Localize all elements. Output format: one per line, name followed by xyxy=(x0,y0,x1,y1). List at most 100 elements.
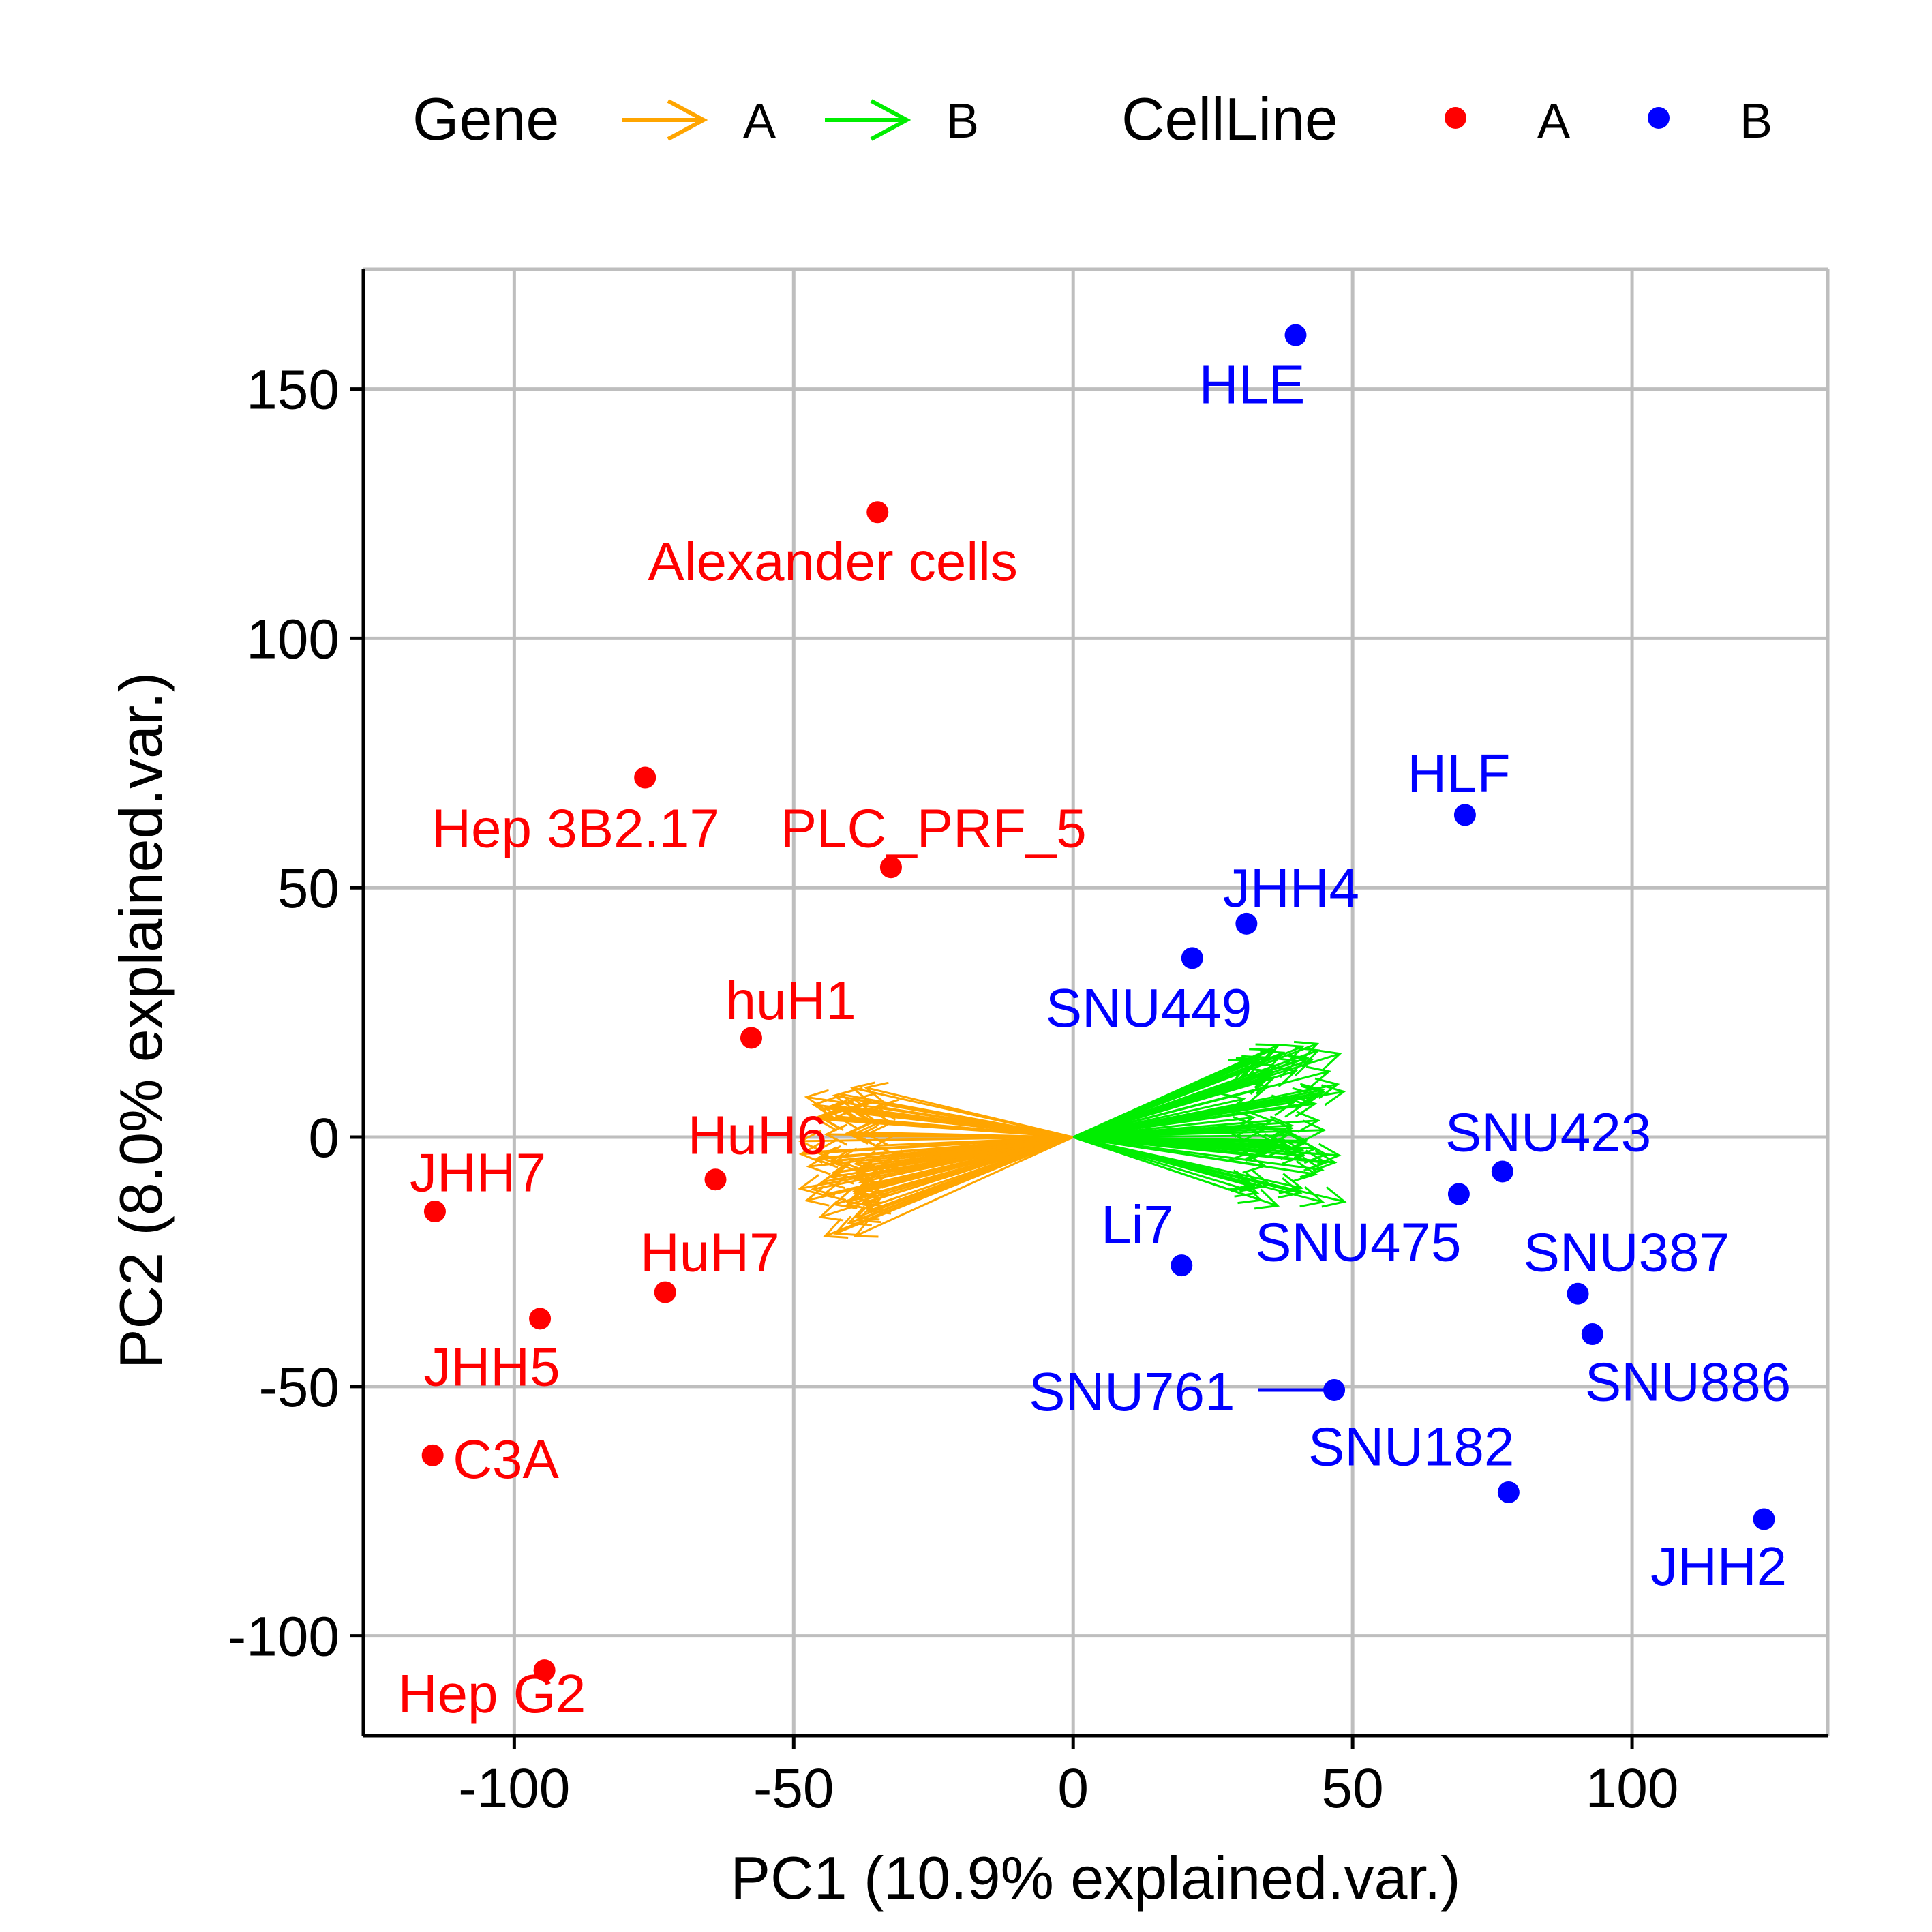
gene-b-arrow-67 xyxy=(1072,1077,1268,1138)
point-jhh2 xyxy=(1753,1508,1775,1530)
y-tick-label-2: 0 xyxy=(308,1107,339,1169)
gene-b-arrowhead-67 xyxy=(1244,1074,1270,1095)
x-tick-label-1: -50 xyxy=(753,1757,834,1820)
gene-a-arrowhead-69 xyxy=(824,1123,848,1146)
gene-a-arrowhead-51 xyxy=(804,1089,830,1111)
legend: Gene A B CellLine A B xyxy=(412,85,1772,153)
gene-b-arrowhead-63 xyxy=(1269,1115,1295,1138)
point-snu449 xyxy=(1181,947,1203,969)
gene-b-arrowhead-68 xyxy=(1271,1094,1297,1117)
point-label-jhh4: JHH4 xyxy=(1223,858,1359,918)
axes: -100 -50 0 50 100 -100 -50 0 50 100 150 xyxy=(228,269,1828,1820)
gene-b-arrowhead-61 xyxy=(1234,1176,1260,1198)
gene-a-arrowhead-68 xyxy=(854,1156,879,1179)
gene-a-arrow-60 xyxy=(849,1107,1074,1138)
y-tick-label-1: -50 xyxy=(258,1357,339,1419)
point-jhh5 xyxy=(529,1308,552,1330)
gene-a-arrowhead-30 xyxy=(818,1200,844,1222)
gene-a-arrow-55 xyxy=(819,1115,1074,1138)
gene-b-arrow-53 xyxy=(1072,1136,1263,1188)
gene-a-arrowhead-54 xyxy=(823,1099,848,1121)
point-hep-g2 xyxy=(533,1659,556,1682)
x-tick-label-0: -100 xyxy=(458,1757,570,1820)
gene-a-arrowhead-59 xyxy=(863,1081,889,1104)
point-c3a xyxy=(421,1444,444,1466)
y-tick-label-0: -100 xyxy=(228,1606,339,1668)
gene-b-arrowhead-48 xyxy=(1314,1077,1340,1100)
point-label-hep-g2: Hep G2 xyxy=(398,1663,586,1724)
gene-b-arrowhead-3 xyxy=(1321,1084,1346,1106)
point-label-li7: Li7 xyxy=(1101,1194,1174,1255)
gene-b-arrow-68 xyxy=(1072,1101,1295,1138)
legend-cellline-b-dot xyxy=(1648,107,1670,129)
gene-b-arrowhead-38 xyxy=(1321,1186,1347,1208)
point-huh1 xyxy=(740,1027,762,1049)
gene-a-arrowhead-33 xyxy=(832,1188,858,1209)
gene-a-arrowhead-47 xyxy=(880,1149,905,1172)
point-jhh4 xyxy=(1235,912,1258,935)
gene-a-arrowhead-57 xyxy=(798,1174,823,1196)
gene-a-arrowhead-27 xyxy=(829,1162,854,1185)
legend-gene-a-arrowhead xyxy=(667,99,708,141)
gene-a-arrow-64 xyxy=(855,1136,1074,1165)
gene-a-arrowhead-8 xyxy=(814,1109,839,1132)
gene-b-arrowhead-19 xyxy=(1279,1044,1305,1065)
gene-a-arrowhead-29 xyxy=(833,1216,859,1237)
gene-a-arrowhead-56 xyxy=(831,1158,856,1181)
gene-a-arrow-62 xyxy=(820,1136,1074,1159)
point-label-hlf: HLF xyxy=(1407,743,1510,804)
point-label-snu182: SNU182 xyxy=(1308,1417,1514,1477)
point-label-snu475: SNU475 xyxy=(1255,1212,1461,1273)
y-tick-label-5: 150 xyxy=(246,359,339,421)
gene-b-arrowhead-33 xyxy=(1316,1049,1342,1071)
point-label-jhh2: JHH2 xyxy=(1650,1536,1787,1597)
x-tick-label-2: 0 xyxy=(1057,1757,1089,1820)
gene-a-arrowhead-60 xyxy=(846,1100,871,1122)
point-huh6 xyxy=(704,1168,727,1191)
gene-a-arrowhead-31 xyxy=(853,1218,879,1238)
gene-b-arrowhead-8 xyxy=(1254,1188,1280,1210)
gene-a-arrow-43 xyxy=(800,1136,1074,1143)
point-snu182 xyxy=(1497,1481,1520,1503)
gene-a-arrowhead-38 xyxy=(834,1147,860,1170)
gene-b-arrowhead-47 xyxy=(1277,1177,1303,1199)
gene-b-arrowhead-57 xyxy=(1300,1085,1326,1107)
point-jhh7 xyxy=(423,1201,446,1223)
gene-a-arrowhead-67 xyxy=(845,1188,871,1210)
point-label-huh7: HuH7 xyxy=(640,1222,780,1282)
gene-b-arrowhead-59 xyxy=(1305,1066,1331,1087)
point-hep-3b2-17 xyxy=(634,766,656,789)
x-axis-title: PC1 (10.9% explained.var.) xyxy=(730,1844,1460,1912)
gene-a-arrow-67 xyxy=(847,1136,1074,1207)
legend-gene-a-label: A xyxy=(743,94,776,149)
gene-a-arrowhead-50 xyxy=(845,1122,869,1145)
point-label-hep-3b2-17: Hep 3B2.17 xyxy=(432,798,720,858)
gene-a-arrow-57 xyxy=(800,1136,1074,1190)
gene-a-arrowhead-62 xyxy=(818,1145,843,1168)
point-label-snu449: SNU449 xyxy=(1046,978,1252,1038)
point-label-snu387: SNU387 xyxy=(1524,1222,1730,1282)
point-snu761 xyxy=(1323,1378,1346,1401)
gene-b-arrow-63 xyxy=(1073,1124,1292,1138)
gene-b-arrow-60 xyxy=(1073,1136,1323,1171)
gene-b-arrowhead-34 xyxy=(1284,1129,1309,1152)
gene-a-arrowhead-58 xyxy=(856,1104,881,1127)
gene-b-arrowhead-51 xyxy=(1295,1046,1321,1068)
gene-b-arrowhead-23 xyxy=(1296,1111,1320,1133)
gene-a-arrow-69 xyxy=(826,1133,1074,1138)
x-tick-label-3: 50 xyxy=(1322,1757,1384,1820)
x-tick-label-4: 100 xyxy=(1586,1757,1679,1820)
gene-b-arrowhead-29 xyxy=(1293,1096,1318,1118)
point-snu475 xyxy=(1447,1183,1470,1205)
gene-b-arrowhead-12 xyxy=(1299,1083,1325,1105)
gene-a-arrowhead-43 xyxy=(798,1130,822,1152)
point-snu387 xyxy=(1567,1282,1589,1305)
gene-b-arrow-39 xyxy=(1073,1136,1285,1146)
gene-b-arrowhead-50 xyxy=(1248,1067,1274,1089)
gene-b-arrowhead-58 xyxy=(1293,1160,1318,1182)
gene-a-arrow-48 xyxy=(815,1136,1074,1153)
gene-a-arrowhead-32 xyxy=(821,1179,847,1201)
gene-b-arrowhead-17 xyxy=(1255,1043,1281,1064)
